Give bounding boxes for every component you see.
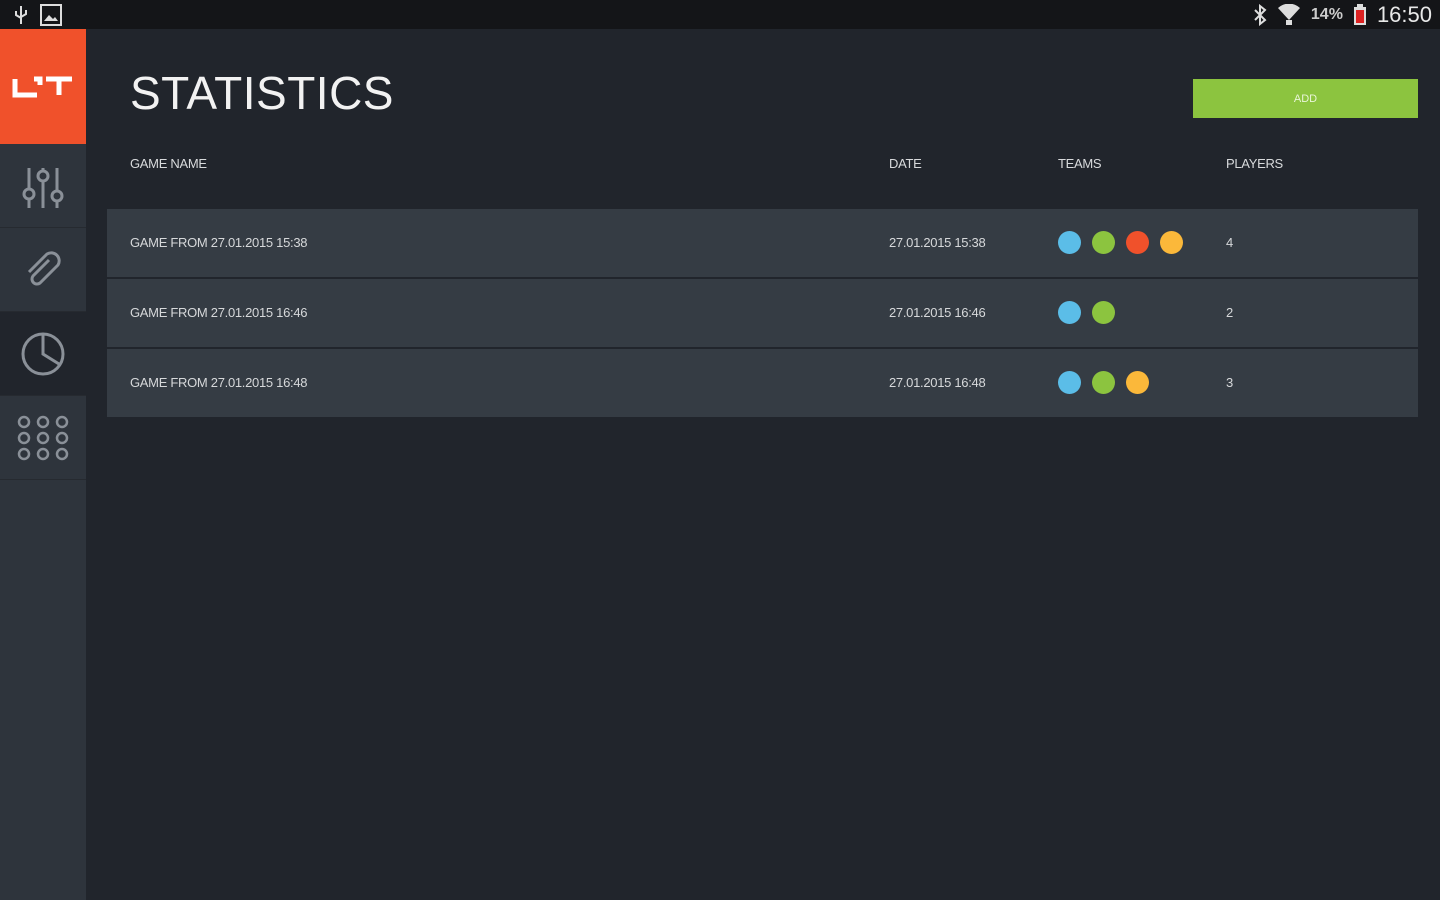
pie-chart-icon	[21, 332, 65, 375]
column-header-date[interactable]: DATE	[889, 156, 922, 171]
battery-low-icon	[1353, 3, 1366, 25]
page-title: STATISTICS	[130, 67, 394, 119]
sidebar-item-attachments[interactable]	[0, 228, 86, 312]
team-dot	[1092, 231, 1115, 254]
clock: 16:50	[1376, 1, 1432, 27]
bluetooth-icon	[1254, 3, 1267, 26]
table-row[interactable]: GAME FROM 27.01.2015 15:38 27.01.2015 15…	[107, 209, 1418, 277]
column-header-teams[interactable]: TEAMS	[1058, 156, 1102, 171]
team-dot	[1160, 231, 1183, 254]
team-dot	[1092, 301, 1115, 324]
column-header-players[interactable]: PLAYERS	[1226, 156, 1283, 171]
table-row[interactable]: GAME FROM 27.01.2015 16:48 27.01.2015 16…	[107, 349, 1418, 417]
game-name: GAME FROM 27.01.2015 16:48	[130, 375, 308, 390]
game-name: GAME FROM 27.01.2015 16:46	[130, 305, 308, 320]
usb-icon	[15, 5, 27, 24]
player-count: 3	[1226, 375, 1233, 390]
team-dot	[1058, 301, 1081, 324]
player-count: 2	[1226, 305, 1233, 320]
team-dot	[1126, 371, 1149, 394]
team-dot	[1058, 231, 1081, 254]
lt-logo-icon	[12, 76, 72, 97]
sidebar-item-statistics[interactable]	[0, 312, 86, 396]
player-count: 4	[1226, 235, 1233, 250]
team-colors	[1058, 231, 1183, 254]
game-date: 27.01.2015 15:38	[889, 235, 986, 250]
sliders-icon	[22, 167, 64, 208]
column-header-game-name[interactable]: GAME NAME	[130, 156, 207, 171]
add-button[interactable]: ADD	[1193, 79, 1418, 118]
game-date: 27.01.2015 16:46	[889, 305, 986, 320]
games-table: GAME FROM 27.01.2015 15:38 27.01.2015 15…	[107, 209, 1418, 419]
sidebar	[0, 29, 86, 900]
app-logo[interactable]	[0, 29, 86, 144]
grid-icon	[17, 415, 69, 460]
sidebar-item-apps[interactable]	[0, 396, 86, 480]
table-row[interactable]: GAME FROM 27.01.2015 16:46 27.01.2015 16…	[107, 279, 1418, 347]
team-dot	[1058, 371, 1081, 394]
paperclip-icon	[27, 250, 61, 285]
team-colors	[1058, 371, 1149, 394]
status-bar: 14% 16:50	[0, 0, 1440, 29]
game-date: 27.01.2015 16:48	[889, 375, 986, 390]
game-name: GAME FROM 27.01.2015 15:38	[130, 235, 308, 250]
sidebar-item-settings[interactable]	[0, 144, 86, 228]
wifi-icon	[1277, 3, 1300, 25]
team-dot	[1126, 231, 1149, 254]
team-dot	[1092, 371, 1115, 394]
team-colors	[1058, 301, 1115, 324]
battery-percent: 14%	[1310, 5, 1343, 23]
image-icon	[40, 3, 62, 26]
